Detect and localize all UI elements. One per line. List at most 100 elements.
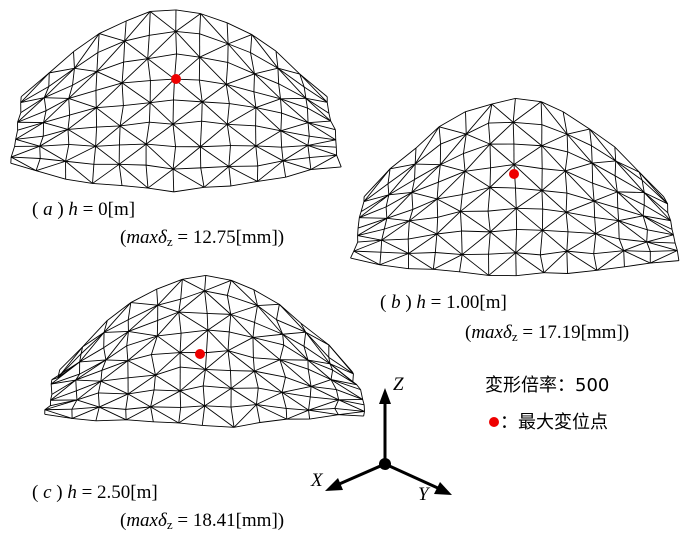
mesh-member [382, 240, 409, 253]
mesh-member [257, 306, 276, 320]
mesh-member [74, 34, 99, 69]
mesh-member [435, 252, 462, 254]
mesh-member [69, 144, 96, 146]
mesh-member [68, 129, 96, 146]
mesh-member [206, 330, 207, 353]
mesh-member [256, 405, 259, 423]
mesh-member [542, 190, 566, 212]
mesh-member [125, 11, 151, 41]
mesh-member [93, 164, 120, 183]
mesh-member [104, 331, 129, 347]
mesh-member [229, 146, 231, 167]
mesh-member [227, 108, 256, 125]
mesh-member [253, 334, 283, 337]
mesh-member [179, 312, 207, 313]
mesh-member [616, 161, 645, 193]
mesh-member [200, 121, 201, 147]
mesh-member [285, 377, 311, 386]
mesh-member [542, 212, 566, 230]
mesh-member [624, 263, 650, 267]
mesh-member [358, 218, 359, 228]
mesh-member [567, 234, 596, 252]
mesh-member [173, 169, 204, 187]
mesh-member [415, 164, 440, 165]
mesh-member [311, 380, 331, 387]
mesh-member [544, 251, 567, 273]
mesh-member [647, 235, 674, 242]
mesh-member [70, 108, 97, 115]
mesh-member [677, 251, 679, 261]
mesh-member [173, 169, 174, 192]
mesh-member [257, 304, 279, 305]
mesh-member [120, 106, 123, 126]
mesh-member [122, 81, 150, 83]
mesh-member [206, 351, 228, 353]
mesh-member [415, 144, 440, 164]
mesh-member [182, 275, 205, 279]
mesh-member [52, 362, 80, 380]
mesh-member [66, 146, 96, 161]
mesh-member [74, 34, 100, 52]
mesh-member [44, 123, 68, 130]
mesh-member [179, 423, 203, 425]
mesh-member [278, 68, 306, 98]
mesh-member [231, 280, 257, 305]
mesh-member [542, 169, 565, 171]
mesh-member [151, 407, 181, 408]
mesh-member [151, 407, 154, 422]
mesh-member [80, 348, 104, 362]
axis-z: Z [393, 374, 404, 395]
mesh-member [16, 139, 40, 146]
mesh-member [490, 168, 491, 188]
mesh-member [151, 390, 154, 407]
mesh-member [354, 251, 381, 252]
mesh-member [119, 144, 146, 164]
mesh-member [256, 392, 282, 404]
mesh-member [460, 211, 490, 231]
mesh-member [566, 201, 594, 212]
mesh-member [146, 165, 148, 188]
mesh-member [229, 166, 231, 186]
mesh-member [283, 332, 306, 334]
mesh-member [76, 381, 101, 391]
mesh-member [256, 108, 282, 114]
mesh-member [336, 140, 337, 147]
mesh-member [44, 98, 46, 111]
mesh-member [309, 397, 311, 410]
mesh-member [18, 123, 44, 131]
mesh-member [231, 407, 234, 427]
mesh-member [205, 291, 208, 314]
mesh-member [66, 161, 94, 164]
mesh-member [516, 208, 542, 230]
mesh-member [173, 121, 202, 124]
mesh-member [66, 144, 69, 161]
mesh-member [257, 306, 282, 335]
mesh-member [204, 186, 231, 187]
mesh-member [122, 59, 148, 83]
mesh-member [254, 74, 278, 84]
mesh-member [516, 253, 541, 255]
mesh-member [179, 407, 181, 423]
mesh-member [228, 62, 255, 73]
mesh-member [282, 386, 311, 392]
mesh-member [563, 112, 567, 134]
mesh-member [40, 144, 69, 146]
mesh-member [408, 269, 433, 270]
mesh-member [99, 394, 128, 407]
mesh-member [146, 122, 149, 144]
mesh-member [460, 255, 463, 272]
mesh-member [226, 74, 254, 84]
mesh-member [97, 126, 120, 127]
mesh-member [308, 136, 309, 145]
mesh-member [306, 332, 329, 345]
mesh-member [338, 411, 364, 414]
mesh-member [286, 170, 311, 178]
mesh-member [119, 164, 148, 188]
mesh-member [462, 171, 465, 194]
mesh-member [180, 391, 205, 406]
mesh-member [256, 146, 283, 161]
mesh-member [593, 183, 594, 201]
mesh-member [36, 161, 65, 170]
mesh-member [182, 279, 204, 291]
mesh-member [205, 275, 206, 290]
